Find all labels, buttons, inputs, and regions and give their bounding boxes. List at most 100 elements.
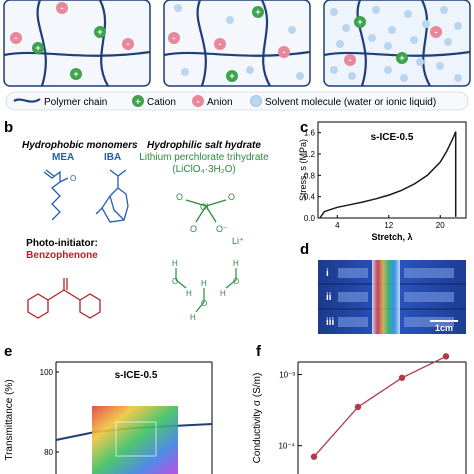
panel-d: d i ii iii 1c [300, 241, 466, 334]
panel-e-y-ticks: 100 80 [40, 368, 59, 457]
svg-text:-: - [197, 97, 200, 107]
svg-text:H: H [190, 313, 196, 322]
conductivity-point [398, 374, 406, 381]
svg-text:H: H [201, 279, 207, 288]
hydrophilic-title: Hydrophilic salt hydrate [147, 140, 261, 151]
panel-c: c s-ICE-0.5 Stress, s (MPa) Stretch, λ 0… [298, 119, 467, 242]
conductivity-point [354, 403, 362, 411]
svg-text:-: - [173, 33, 176, 43]
c-x-tick-label: 4 [335, 221, 340, 230]
row-ii: ii [326, 292, 332, 303]
iba-structure [95, 169, 129, 223]
conductivity-point [442, 353, 450, 360]
atom-o-1: O [176, 192, 183, 202]
schematic-panels: - + - + - + - - + - + [3, 0, 471, 87]
panel-c-label: c [300, 119, 308, 136]
rainbow-band [372, 260, 400, 334]
svg-text:+: + [357, 17, 362, 27]
ions-box-2: - - + - + [168, 4, 304, 82]
svg-text:+: + [73, 69, 78, 79]
e-y-tick-label: 100 [40, 368, 54, 377]
svg-text:H: H [172, 259, 178, 268]
panel-f-label: f [256, 343, 262, 360]
legend-anion: Anion [207, 97, 233, 108]
cation-swatch [132, 95, 144, 107]
f-y-tick-label: 10⁻³ [279, 371, 295, 380]
water-molecules [175, 268, 237, 313]
schematic-legend: Polymer chain + Cation - Anion Solvent m… [5, 91, 469, 111]
conductivity-line [313, 355, 447, 458]
c-x-tick-label: 12 [384, 221, 393, 230]
svg-text:-: - [219, 39, 222, 49]
panel-c-ylabel: Stress, s (MPa) [298, 139, 308, 201]
svg-text:O: O [233, 277, 239, 286]
hydrophobic-title: Hydrophobic monomers [22, 140, 138, 151]
solvent-swatch [250, 95, 262, 107]
svg-text:-: - [127, 39, 130, 49]
svg-text:-: - [435, 27, 438, 37]
legend-solvent: Solvent molecule (water or ionic liquid) [265, 97, 436, 108]
legend-polymer-chain: Polymer chain [44, 97, 107, 108]
schematic-box-1 [3, 0, 151, 87]
svg-text:H: H [220, 289, 226, 298]
c-x-tick-label: 20 [436, 221, 445, 230]
salt-formula: (LiClO₄·3H₂O) [172, 164, 236, 175]
svg-text:-: - [61, 3, 64, 13]
panel-c-x-ticks: 4 12 20 [335, 215, 445, 230]
e-y-tick-label: 80 [44, 448, 53, 457]
panel-f-ylabel: Conductivity σ (S/m) [252, 373, 263, 464]
row-i: i [326, 268, 329, 279]
c-y-tick-label: 1.6 [304, 129, 316, 138]
row-iii: iii [326, 317, 335, 328]
conductivity-points [310, 353, 450, 460]
c-y-tick-label: 0.0 [304, 214, 316, 223]
panel-c-frame [317, 121, 467, 219]
mea-structure [43, 169, 69, 221]
svg-text:+: + [229, 71, 234, 81]
c-y-tick-label: 0.8 [304, 171, 316, 180]
svg-text:+: + [135, 97, 140, 107]
svg-text:O: O [70, 174, 76, 183]
svg-text:O: O [201, 299, 207, 308]
atom-o-minus: O⁻ [216, 224, 228, 234]
perchlorate-structure [185, 199, 227, 223]
legend-frame [5, 91, 469, 111]
conductivity-point [310, 453, 318, 460]
svg-text:H: H [233, 259, 239, 268]
schematic-box-2 [163, 0, 311, 87]
svg-text:-: - [15, 33, 18, 43]
panel-e-label: e [4, 343, 12, 360]
panel-b-label: b [4, 119, 13, 136]
panel-f-y-ticks: 10⁻³ 10⁻⁴ [278, 371, 302, 451]
panel-d-label: d [300, 241, 309, 258]
atom-cl: Cl [200, 202, 209, 212]
atom-o-2: O [228, 192, 235, 202]
atom-o-3: O [190, 224, 197, 234]
svg-text:+: + [97, 27, 102, 37]
svg-text:+: + [255, 7, 260, 17]
svg-text:+: + [399, 53, 404, 63]
panel-c-sample: s-ICE-0.5 [371, 132, 414, 143]
svg-text:+: + [35, 43, 40, 53]
svg-text:H: H [186, 289, 192, 298]
photo-title: Photo-initiator: [26, 238, 98, 249]
panel-e-sample: s-ICE-0.5 [115, 370, 158, 381]
panel-e: e s-ICE-0.5 Transmittance (%) 100 80 [4, 343, 213, 474]
atom-li: Li⁺ [232, 236, 244, 246]
panel-c-y-ticks: 0.0 0.4 0.8 1.2 1.6 [304, 129, 321, 223]
ions-box-3: - + - + [330, 6, 462, 82]
svg-text:-: - [283, 47, 286, 57]
benzophenone-structure [27, 278, 101, 319]
mea-label: MEA [52, 152, 74, 163]
anion-swatch [192, 95, 204, 107]
salt-name: Lithium perchlorate trihydrate [139, 152, 269, 163]
scale-label: 1cm [435, 323, 453, 333]
stress-curve [319, 131, 457, 219]
ions-box-1: - + - + - + [10, 2, 134, 80]
panel-e-ylabel: Transmittance (%) [4, 379, 15, 460]
photo-name: Benzophenone [26, 250, 98, 261]
c-y-tick-label: 0.4 [304, 193, 316, 202]
transparency-photo [92, 406, 178, 474]
svg-text:-: - [349, 55, 352, 65]
